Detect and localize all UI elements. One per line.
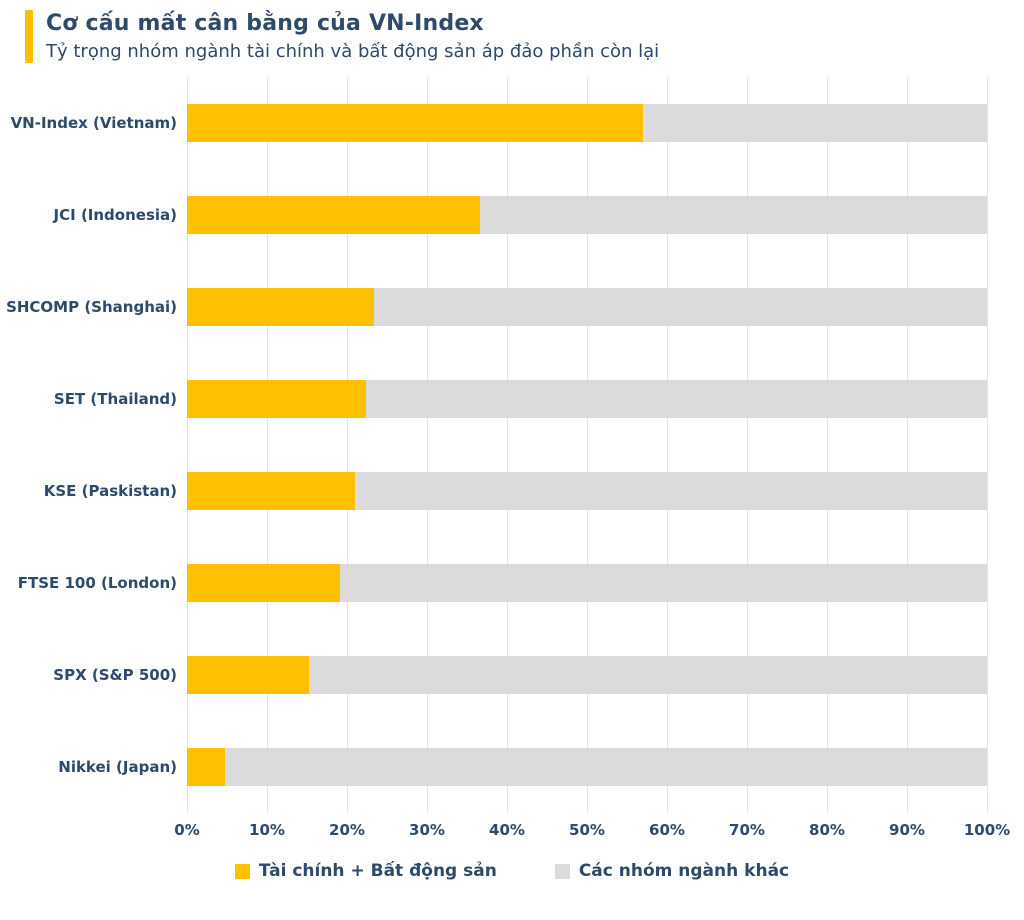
bar-segment-other bbox=[309, 656, 987, 694]
bar-segment-other bbox=[355, 472, 987, 510]
chart-title: Cơ cấu mất cân bằng của VN-Index bbox=[46, 11, 484, 36]
gridline bbox=[267, 77, 268, 813]
legend-label: Tài chính + Bất động sản bbox=[258, 861, 497, 881]
bar-segment-other bbox=[366, 380, 987, 418]
category-labels-column: VN-Index (Vietnam) JCI (Indonesia) SHCOMP … bbox=[0, 77, 187, 813]
gridline bbox=[347, 77, 348, 813]
category-label: VN-Index (Vietnam) bbox=[10, 114, 177, 132]
bar-track bbox=[187, 748, 987, 786]
bars-layer bbox=[187, 77, 987, 813]
bar-row bbox=[187, 261, 987, 353]
bar-row bbox=[187, 537, 987, 629]
legend-swatch-icon bbox=[234, 863, 250, 879]
x-axis-tick-label: 60% bbox=[649, 821, 685, 839]
x-axis-tick-label: 20% bbox=[329, 821, 365, 839]
bar-track bbox=[187, 656, 987, 694]
bar-segment-finance bbox=[187, 748, 225, 786]
category-label: FTSE 100 (London) bbox=[17, 574, 177, 592]
bar-track bbox=[187, 564, 987, 602]
bar-segment-other bbox=[643, 104, 987, 142]
x-axis-tick-label: 90% bbox=[889, 821, 925, 839]
bar-row bbox=[187, 721, 987, 813]
chart-header: Cơ cấu mất cân bằng của VN-Index Tỷ trọn… bbox=[25, 10, 1024, 63]
x-axis-tick-label: 70% bbox=[729, 821, 765, 839]
chart-body: VN-Index (Vietnam) JCI (Indonesia) SHCOMP … bbox=[0, 77, 1024, 813]
bar-track bbox=[187, 196, 987, 234]
legend: Tài chính + Bất động sản Các nhóm ngành k… bbox=[0, 861, 1024, 881]
legend-label: Các nhóm ngành khác bbox=[578, 861, 790, 881]
x-axis-tick-label: 40% bbox=[489, 821, 525, 839]
gridline bbox=[827, 77, 828, 813]
x-axis-tick-label: 50% bbox=[569, 821, 605, 839]
bar-segment-finance bbox=[187, 472, 355, 510]
bar-row bbox=[187, 445, 987, 537]
bar-segment-finance bbox=[187, 104, 643, 142]
gridline bbox=[507, 77, 508, 813]
legend-item-other: Các nhóm ngành khác bbox=[554, 861, 790, 881]
bar-segment-finance bbox=[187, 380, 367, 418]
gridline bbox=[667, 77, 668, 813]
bar-segment-finance bbox=[187, 564, 340, 602]
category-label: SPX (S&P 500) bbox=[53, 666, 177, 684]
category-label: Nikkei (Japan) bbox=[58, 758, 177, 776]
gridline bbox=[187, 77, 188, 813]
bar-track bbox=[187, 472, 987, 510]
gridline bbox=[587, 77, 588, 813]
chart-subtitle: Tỷ trọng nhóm ngành tài chính và bất độn… bbox=[46, 40, 660, 62]
category-label: KSE (Paskistan) bbox=[43, 482, 177, 500]
category-label: SET (Thailand) bbox=[53, 390, 177, 408]
gridline bbox=[907, 77, 908, 813]
x-axis-tick-label: 80% bbox=[809, 821, 845, 839]
title-block: Cơ cấu mất cân bằng của VN-Index Tỷ trọn… bbox=[46, 10, 659, 63]
bar-segment-other bbox=[224, 748, 987, 786]
bar-row bbox=[187, 353, 987, 445]
x-axis: 0% 10% 20% 30% 40% 50% 60% 70% 80% 90% 100% bbox=[174, 821, 1010, 843]
x-axis-tick-label: 0% bbox=[174, 821, 200, 839]
bar-track bbox=[187, 104, 987, 142]
plot-area bbox=[187, 77, 988, 813]
bar-segment-finance bbox=[187, 196, 480, 234]
bar-segment-finance bbox=[187, 288, 375, 326]
legend-item-finance: Tài chính + Bất động sản bbox=[234, 861, 497, 881]
x-axis-tick-label: 100% bbox=[963, 821, 1011, 839]
x-axis-tick-label: 10% bbox=[249, 821, 285, 839]
bar-row bbox=[187, 629, 987, 721]
bar-segment-other bbox=[374, 288, 987, 326]
gridline bbox=[987, 77, 988, 813]
bar-row bbox=[187, 77, 987, 169]
gridline bbox=[747, 77, 748, 813]
legend-swatch-icon bbox=[554, 863, 570, 879]
gridline bbox=[427, 77, 428, 813]
bar-track bbox=[187, 288, 987, 326]
bar-segment-other bbox=[479, 196, 987, 234]
bar-row bbox=[187, 169, 987, 261]
x-axis-tick-label: 30% bbox=[409, 821, 445, 839]
gridlines-layer bbox=[187, 77, 988, 813]
bar-track bbox=[187, 380, 987, 418]
category-label: SHCOMP (Shanghai) bbox=[6, 298, 177, 316]
category-label: JCI (Indonesia) bbox=[53, 206, 177, 224]
title-accent-bar bbox=[25, 10, 33, 63]
bar-segment-other bbox=[339, 564, 987, 602]
bar-segment-finance bbox=[187, 656, 310, 694]
